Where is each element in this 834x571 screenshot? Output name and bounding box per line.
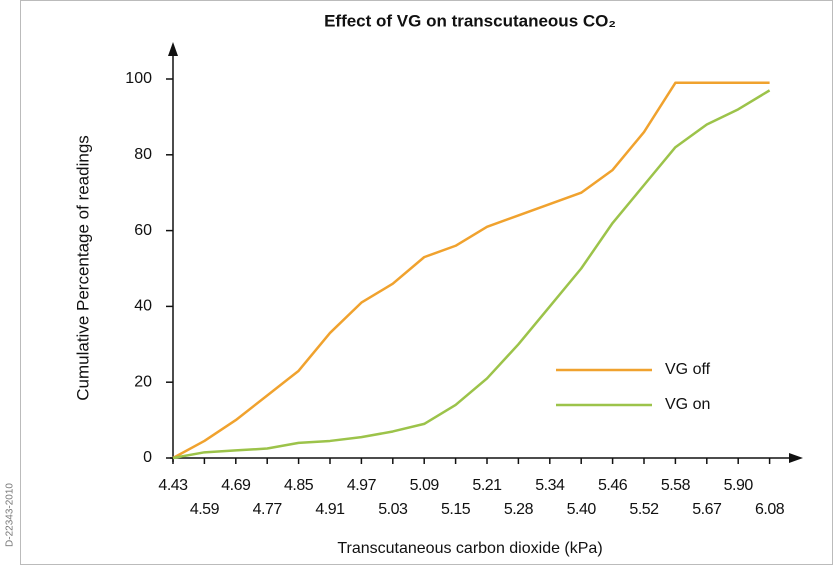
x-tick-label: 6.08: [755, 501, 785, 518]
x-tick-label: 4.97: [347, 477, 377, 494]
x-tick-label: 5.28: [504, 501, 534, 518]
x-tick-label: 5.52: [629, 501, 659, 518]
x-tick-label: 5.21: [472, 477, 502, 494]
x-tick-label: 5.15: [441, 501, 471, 518]
x-tick-label: 4.59: [190, 501, 220, 518]
x-tick-label: 5.34: [535, 477, 565, 494]
y-tick-label: 80: [134, 146, 152, 163]
chart-title: Effect of VG on transcutaneous CO₂: [324, 11, 616, 30]
side-note: D-22343-2010: [5, 483, 16, 547]
x-tick-label: 4.77: [253, 501, 283, 518]
y-axis-arrow: [168, 42, 178, 56]
y-tick-label: 60: [134, 222, 152, 239]
x-tick-label: 5.40: [567, 501, 597, 518]
line-series: [172, 81, 770, 460]
x-tick-label: 4.69: [221, 477, 251, 494]
x-tick-label: 4.91: [315, 501, 345, 518]
x-axis-label: Transcutaneous carbon dioxide (kPa): [337, 540, 602, 557]
x-axis-arrow: [789, 453, 803, 463]
x-tick-label: 5.03: [378, 501, 408, 518]
x-tick-label: 5.09: [410, 477, 440, 494]
line-series: [172, 89, 771, 460]
x-tick-label: 5.58: [661, 477, 691, 494]
y-tick-label: 0: [143, 449, 152, 466]
frame: [20, 0, 833, 565]
y-tick-label: 100: [125, 70, 152, 87]
x-tick-label: 5.67: [692, 501, 722, 518]
legend-label: VG off: [665, 361, 711, 378]
legend-label: VG on: [665, 396, 710, 413]
y-tick-label: 20: [134, 373, 152, 390]
x-tick-label: 4.85: [284, 477, 314, 494]
x-tick-label: 5.46: [598, 477, 628, 494]
y-tick-label: 40: [134, 298, 152, 315]
x-tick-label: 4.43: [158, 477, 188, 494]
x-tick-label: 5.90: [724, 477, 754, 494]
y-axis-label: Cumulative Percentage of readings: [73, 135, 92, 401]
